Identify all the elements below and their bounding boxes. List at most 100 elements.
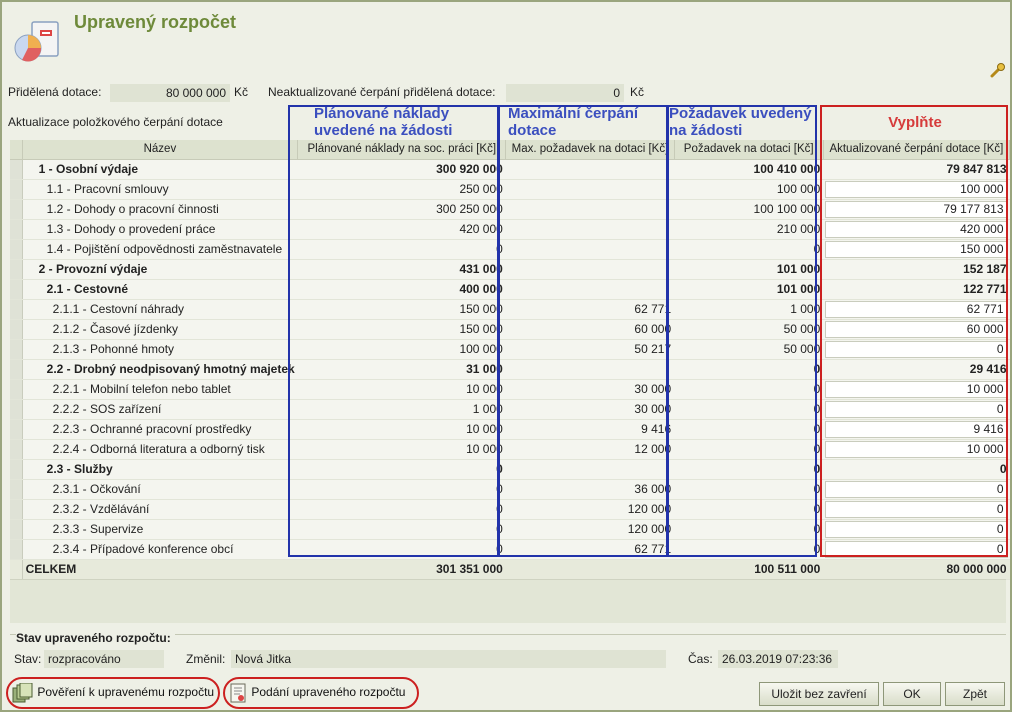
updated-amount-input[interactable]: 420 000 bbox=[825, 220, 1008, 238]
updated-amount-input[interactable]: 150 000 bbox=[825, 240, 1008, 258]
column-header-requested[interactable]: Požadavek na dotaci [Kč] bbox=[674, 140, 824, 160]
planned-cost: 0 bbox=[297, 479, 506, 500]
updated-amount-input[interactable]: 10 000 bbox=[825, 440, 1008, 458]
item-name: 2.2.4 - Odborná literatura a odborný tis… bbox=[22, 439, 298, 460]
table-row[interactable]: 2.3.1 - Očkování 0 36 000 0 0 bbox=[10, 479, 1010, 500]
updated-cell: 9 416 bbox=[823, 419, 1010, 440]
planned-cost: 420 000 bbox=[297, 219, 506, 240]
table-row[interactable]: 1.4 - Pojištění odpovědnosti zaměstnavat… bbox=[10, 239, 1010, 260]
row-selector[interactable] bbox=[10, 519, 23, 540]
updated-amount-input[interactable]: 62 771 bbox=[825, 300, 1008, 318]
total-name: CELKEM bbox=[22, 559, 298, 580]
row-selector[interactable] bbox=[10, 459, 23, 480]
row-selector[interactable] bbox=[10, 439, 23, 460]
row-selector[interactable] bbox=[10, 279, 23, 300]
table-row[interactable]: 2.1.1 - Cestovní náhrady 150 000 62 771 1 0… bbox=[10, 299, 1010, 320]
request: 210 000 bbox=[674, 219, 824, 240]
planned-cost: 150 000 bbox=[297, 299, 506, 320]
row-selector[interactable] bbox=[10, 319, 23, 340]
updated-amount-input[interactable]: 9 416 bbox=[825, 420, 1008, 438]
max-request: 60 000 bbox=[505, 319, 675, 340]
time-label: Čas: bbox=[688, 652, 713, 666]
status-title: Stav upraveného rozpočtu: bbox=[16, 631, 175, 645]
table-row[interactable]: 1 - Osobní výdaje 300 920 000 100 410 000 7… bbox=[10, 159, 1010, 180]
table-row[interactable]: 1.3 - Dohody o provedení práce 420 000 210… bbox=[10, 219, 1010, 240]
planned-cost: 150 000 bbox=[297, 319, 506, 340]
submission-link[interactable]: Podání upraveného rozpočtu bbox=[230, 680, 405, 706]
row-selector[interactable] bbox=[10, 219, 23, 240]
column-header-updated[interactable]: Aktualizované čerpání dotace [Kč] bbox=[823, 140, 1011, 160]
table-row[interactable]: 2.3 - Služby 0 0 0 bbox=[10, 459, 1010, 480]
updated-amount-input[interactable]: 10 000 bbox=[825, 380, 1008, 398]
nonupdated-unit: Kč bbox=[630, 85, 645, 99]
column-header-planned[interactable]: Plánované náklady na soc. práci [Kč] bbox=[297, 140, 507, 160]
table-header-row: Název Plánované náklady na soc. práci [K… bbox=[10, 140, 1011, 160]
updated-cell: 150 000 bbox=[823, 239, 1010, 260]
table-row[interactable]: 2.2.2 - SOS zařízení 1 000 30 000 0 0 bbox=[10, 399, 1010, 420]
max-request bbox=[505, 199, 675, 220]
updated-amount-input[interactable]: 60 000 bbox=[825, 320, 1008, 338]
max-request: 120 000 bbox=[505, 519, 675, 540]
authorization-link[interactable]: Pověření k upravenému rozpočtu bbox=[12, 680, 214, 706]
item-name: 2.1.2 - Časové jízdenky bbox=[22, 319, 298, 340]
table-row[interactable]: 1.1 - Pracovní smlouvy 250 000 100 000 100 … bbox=[10, 179, 1010, 200]
request: 100 100 000 bbox=[674, 199, 824, 220]
updated-cell: 10 000 bbox=[823, 439, 1010, 460]
item-name: 2.1.3 - Pohonné hmoty bbox=[22, 339, 298, 360]
table-row[interactable]: 2.1.3 - Pohonné hmoty 100 000 50 217 50 000… bbox=[10, 339, 1010, 360]
table-row[interactable]: 2.2 - Drobný neodpisovaný hmotný majetek… bbox=[10, 359, 1010, 380]
row-selector[interactable] bbox=[10, 259, 23, 280]
column-header-name[interactable]: Název bbox=[22, 140, 299, 160]
row-selector[interactable] bbox=[10, 499, 23, 520]
item-name: 2.2 - Drobný neodpisovaný hmotný majetek bbox=[22, 359, 298, 380]
annotation-planned: Plánované náklady uvedené na žádosti bbox=[314, 105, 453, 139]
column-header-max[interactable]: Max. požadavek na dotaci [Kč] bbox=[505, 140, 675, 160]
back-button[interactable]: Zpět bbox=[945, 682, 1005, 706]
table-row[interactable]: 2.2.4 - Odborná literatura a odborný tis… bbox=[10, 439, 1010, 460]
updated-cell: 0 bbox=[823, 519, 1010, 540]
table-row[interactable]: 1.2 - Dohody o pracovní činnosti 300 250 … bbox=[10, 199, 1010, 220]
request: 101 000 bbox=[674, 259, 824, 280]
max-request bbox=[505, 179, 675, 200]
state-label: Stav: bbox=[14, 652, 42, 666]
max-request bbox=[505, 239, 675, 260]
row-selector[interactable] bbox=[10, 379, 23, 400]
row-selector[interactable] bbox=[10, 479, 23, 500]
ok-button[interactable]: OK bbox=[883, 682, 941, 706]
table-row[interactable]: 2.1 - Cestovné 400 000 101 000 122 771 bbox=[10, 279, 1010, 300]
max-request bbox=[505, 359, 675, 380]
max-request bbox=[505, 279, 675, 300]
updated-amount-input[interactable]: 0 bbox=[825, 500, 1008, 518]
annotation-requested: Požadavek uvedený na žádosti bbox=[669, 105, 812, 139]
request: 0 bbox=[674, 239, 824, 260]
row-selector[interactable] bbox=[10, 419, 23, 440]
table-row[interactable]: 2.3.3 - Supervize 0 120 000 0 0 bbox=[10, 519, 1010, 540]
updated-amount: 122 771 bbox=[823, 279, 1010, 300]
row-selector[interactable] bbox=[10, 539, 23, 560]
row-selector[interactable] bbox=[10, 179, 23, 200]
row-selector[interactable] bbox=[10, 359, 23, 380]
max-request: 36 000 bbox=[505, 479, 675, 500]
row-selector[interactable] bbox=[10, 239, 23, 260]
budget-table: Název Plánované náklady na soc. práci [K… bbox=[10, 140, 1011, 580]
table-row[interactable]: 2.1.2 - Časové jízdenky 150 000 60 000 50 0… bbox=[10, 319, 1010, 340]
selector-header bbox=[10, 140, 23, 160]
updated-amount-input[interactable]: 100 000 bbox=[825, 180, 1008, 198]
row-selector[interactable] bbox=[10, 399, 23, 420]
wrench-icon[interactable] bbox=[990, 62, 1006, 78]
table-row[interactable]: 2.2.3 - Ochranné pracovní prostředky 10 0… bbox=[10, 419, 1010, 440]
row-selector[interactable] bbox=[10, 199, 23, 220]
planned-cost: 10 000 bbox=[297, 419, 506, 440]
row-selector[interactable] bbox=[10, 299, 23, 320]
row-selector[interactable] bbox=[10, 159, 23, 180]
table-row[interactable]: 2.3.4 - Případové konference obcí 0 62 771… bbox=[10, 539, 1010, 560]
row-selector[interactable] bbox=[10, 339, 23, 360]
table-row[interactable]: 2.3.2 - Vzdělávání 0 120 000 0 0 bbox=[10, 499, 1010, 520]
save-without-close-button[interactable]: Uložit bez zavření bbox=[759, 682, 879, 706]
item-name: 1.4 - Pojištění odpovědnosti zaměstnavat… bbox=[22, 239, 298, 260]
allocated-label: Přidělená dotace: bbox=[8, 85, 102, 99]
table-row[interactable]: 2 - Provozní výdaje 431 000 101 000 152 187 bbox=[10, 259, 1010, 280]
planned-cost: 0 bbox=[297, 239, 506, 260]
total-requested: 100 511 000 bbox=[674, 559, 824, 580]
